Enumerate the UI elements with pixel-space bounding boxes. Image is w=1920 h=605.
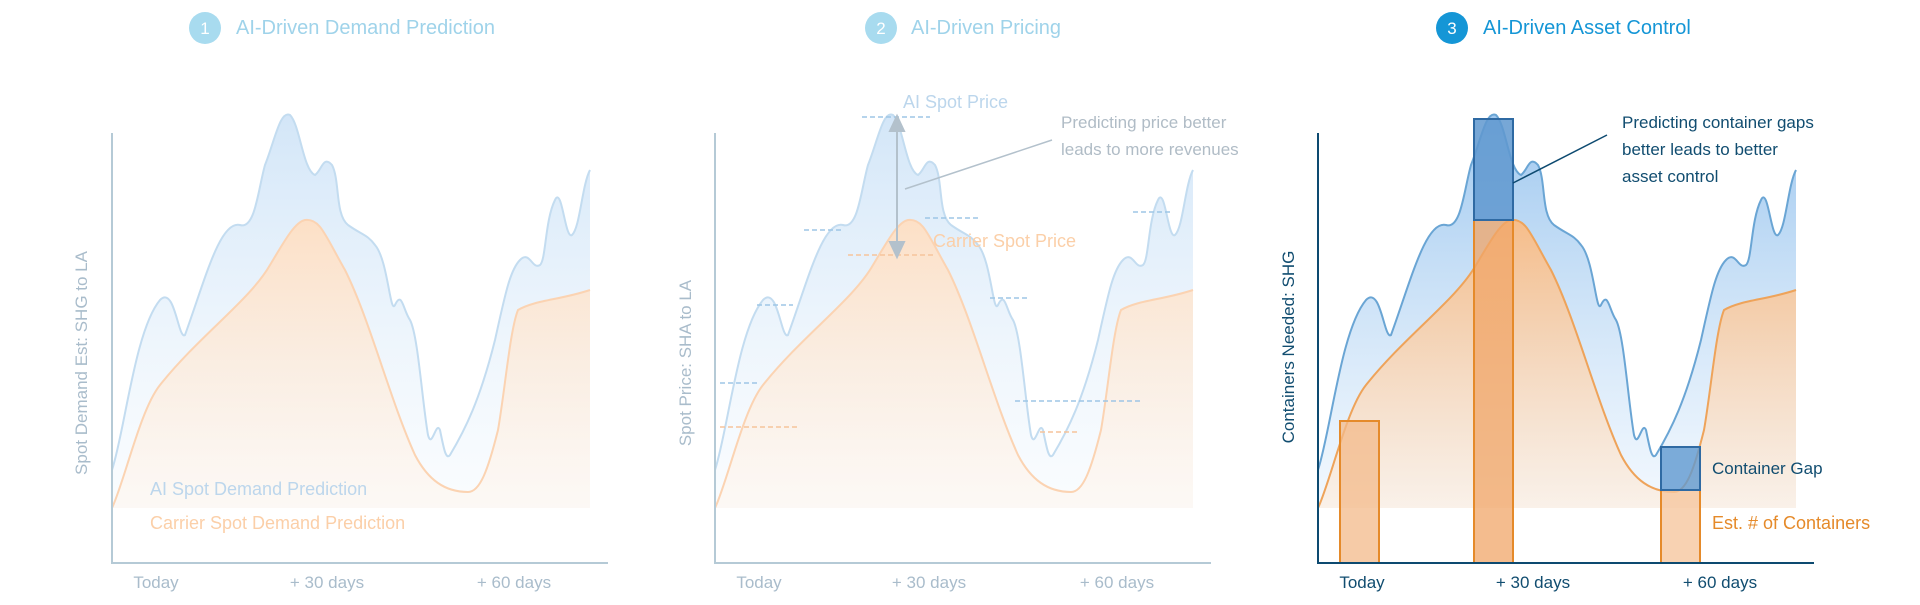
step-badge-2 bbox=[865, 12, 897, 44]
panel-3-tick-30: + 30 days bbox=[1496, 573, 1570, 592]
panel-2-tick-30: + 30 days bbox=[892, 573, 966, 592]
legend-ai-demand: AI Spot Demand Prediction bbox=[150, 479, 367, 499]
step-badge-1 bbox=[189, 12, 221, 44]
panel-3-tick-60: + 60 days bbox=[1683, 573, 1757, 592]
panel-2-tick-today: Today bbox=[736, 573, 782, 592]
panel-pricing: 2 AI-Driven Pricing bbox=[676, 12, 1239, 592]
asset-note-line-2: better leads to better bbox=[1622, 140, 1778, 159]
step-number-2: 2 bbox=[876, 19, 885, 38]
pricing-note-line-1: Predicting price better bbox=[1061, 113, 1227, 132]
panel-1-tick-today: Today bbox=[133, 573, 179, 592]
ai-spot-price-label: AI Spot Price bbox=[903, 92, 1008, 112]
panel-demand-prediction: 1 AI-Driven Demand Prediction Spot Deman… bbox=[72, 12, 608, 592]
panel-1-title: AI-Driven Demand Prediction bbox=[236, 17, 495, 39]
carrier-spot-price-label: Carrier Spot Price bbox=[933, 231, 1076, 251]
panel-3-header: 3 AI-Driven Asset Control bbox=[1436, 12, 1691, 44]
pricing-callout-line bbox=[904, 139, 1053, 190]
panel-2-tick-60: + 60 days bbox=[1080, 573, 1154, 592]
container-bar-today bbox=[1339, 420, 1380, 564]
step-number-3: 3 bbox=[1447, 19, 1456, 38]
panel-2-header: 2 AI-Driven Pricing bbox=[865, 12, 1061, 44]
ai-price-dashes bbox=[720, 116, 1170, 402]
asset-note-line-1: Predicting container gaps bbox=[1622, 113, 1814, 132]
carrier-containers-line bbox=[1317, 218, 1797, 509]
ai-demand-line bbox=[111, 113, 591, 471]
step-number-1: 1 bbox=[200, 19, 209, 38]
panel-1-header: 1 AI-Driven Demand Prediction bbox=[189, 12, 495, 44]
legend-carrier-demand: Carrier Spot Demand Prediction bbox=[150, 513, 405, 533]
asset-note-line-3: asset control bbox=[1622, 167, 1718, 186]
carrier-demand-area bbox=[112, 219, 590, 508]
container-bar-30-days bbox=[1473, 219, 1514, 564]
carrier-demand-line bbox=[111, 218, 591, 509]
panel-3-title: AI-Driven Asset Control bbox=[1483, 17, 1691, 39]
carrier-price-line bbox=[714, 218, 1194, 509]
container-gap-60-days bbox=[1660, 446, 1701, 491]
container-bars bbox=[1339, 118, 1701, 564]
price-gap-arrow bbox=[888, 113, 906, 260]
container-gap-30-days bbox=[1473, 118, 1514, 221]
est-containers-label: Est. # of Containers bbox=[1712, 513, 1870, 533]
carrier-containers-area bbox=[1318, 219, 1796, 508]
carrier-price-area bbox=[715, 219, 1193, 508]
carrier-price-dashes bbox=[720, 254, 1080, 433]
step-badge-3 bbox=[1436, 12, 1468, 44]
panel-1-tick-60: + 60 days bbox=[477, 573, 551, 592]
pricing-note-line-2: leads to more revenues bbox=[1061, 140, 1239, 159]
panel-1-y-label: Spot Demand Est: SHG to LA bbox=[72, 250, 91, 475]
ai-containers-line bbox=[1317, 113, 1797, 471]
panel-3-tick-today: Today bbox=[1339, 573, 1385, 592]
asset-callout-line bbox=[1512, 134, 1608, 184]
panel-asset-control: 3 AI-Driven Asset Control Containers Nee… bbox=[1279, 12, 1870, 592]
panel-2-title: AI-Driven Pricing bbox=[911, 17, 1061, 39]
panel-1-tick-30: + 30 days bbox=[290, 573, 364, 592]
panel-2-y-label: Spot Price: SHA to LA bbox=[676, 279, 695, 446]
panel-3-y-label: Containers Needed: SHG bbox=[1279, 251, 1298, 444]
container-bar-60-days bbox=[1660, 489, 1701, 564]
container-gap-label: Container Gap bbox=[1712, 459, 1823, 478]
